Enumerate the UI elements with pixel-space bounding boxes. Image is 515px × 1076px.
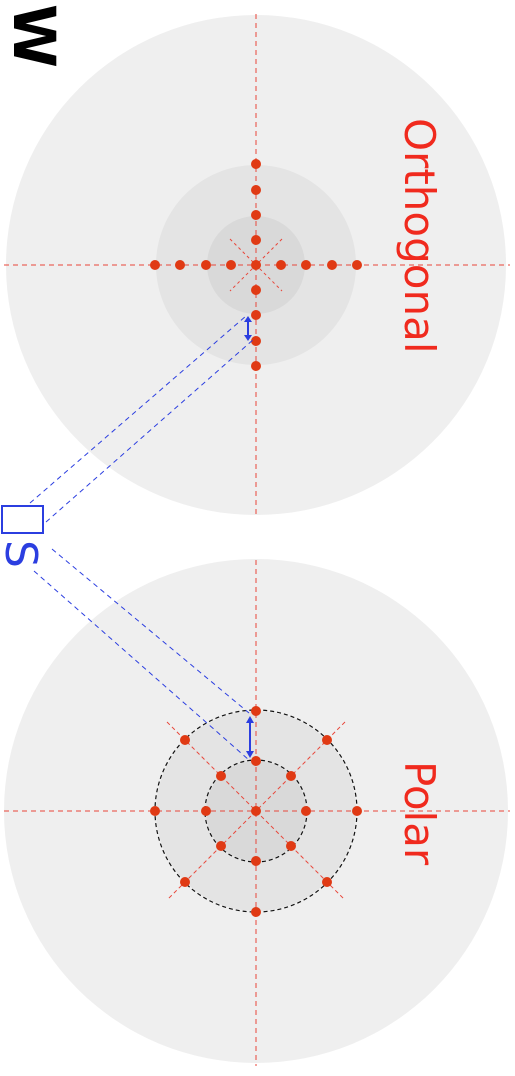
sample-point xyxy=(352,260,362,270)
sample-point xyxy=(226,260,236,270)
sample-point xyxy=(251,706,261,716)
guide-line xyxy=(45,338,255,523)
sample-point xyxy=(251,159,261,169)
sample-point xyxy=(301,260,311,270)
sample-point xyxy=(251,185,261,195)
sample-point xyxy=(251,806,261,816)
sample-point xyxy=(251,856,261,866)
sample-point xyxy=(286,841,296,851)
guide-line xyxy=(33,570,250,761)
sample-point xyxy=(251,361,261,371)
sample-point xyxy=(276,260,286,270)
sample-point xyxy=(150,806,160,816)
sample-point xyxy=(251,235,261,245)
sample-point xyxy=(251,336,261,346)
sample-point xyxy=(251,210,261,220)
sample-point xyxy=(301,806,311,816)
sample-point xyxy=(251,260,261,270)
sample-point xyxy=(150,260,160,270)
sample-point xyxy=(327,260,337,270)
source-rectangle-icon xyxy=(1,505,44,534)
guide-line xyxy=(51,548,250,714)
top-fragment-text: W xyxy=(0,4,68,68)
orthogonal-panel: Orthogonal xyxy=(4,14,510,516)
sample-point xyxy=(322,877,332,887)
polar-label: Polar xyxy=(395,761,444,866)
polar-spacing-arrow xyxy=(246,716,254,758)
top-fragment: W xyxy=(0,4,68,68)
polar-panel: Polar xyxy=(4,559,510,1066)
sample-point xyxy=(216,841,226,851)
sample-point xyxy=(180,877,190,887)
source-label: S xyxy=(0,540,46,568)
sample-point xyxy=(352,806,362,816)
sample-point xyxy=(216,771,226,781)
sample-point xyxy=(251,756,261,766)
sample-point xyxy=(251,310,261,320)
sample-point xyxy=(180,735,190,745)
sample-point xyxy=(322,735,332,745)
sample-point xyxy=(175,260,185,270)
sample-point xyxy=(286,771,296,781)
sample-point xyxy=(201,806,211,816)
sample-point xyxy=(251,285,261,295)
orthogonal-spacing-arrow xyxy=(244,316,252,341)
guide-line xyxy=(29,315,247,504)
source-guides: S xyxy=(0,315,255,761)
sample-point xyxy=(201,260,211,270)
orthogonal-label: Orthogonal xyxy=(395,118,444,354)
sample-point xyxy=(251,907,261,917)
